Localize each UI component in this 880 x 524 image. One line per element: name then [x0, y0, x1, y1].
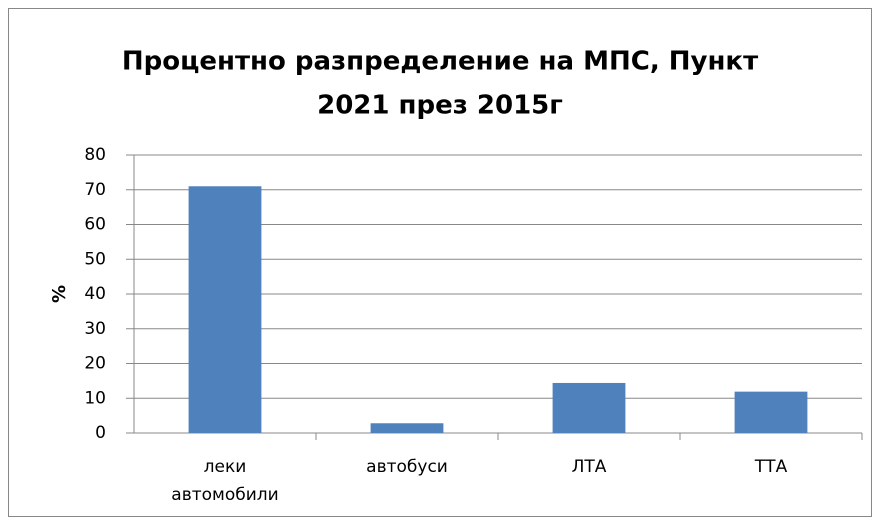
x-tick-label: ТТА	[754, 457, 788, 477]
x-tick-label: автобуси	[366, 457, 448, 477]
bar	[370, 423, 444, 433]
y-axis-label: %	[49, 285, 70, 303]
y-tick-label: 70	[84, 180, 106, 200]
chart-title: Процентно разпределение на МПС, Пункт	[122, 47, 758, 77]
chart-title: 2021 през 2015г	[317, 91, 563, 121]
y-tick-label: 80	[84, 145, 106, 165]
y-tick-label: 20	[84, 354, 106, 374]
bar	[188, 186, 262, 433]
chart-frame	[8, 8, 872, 517]
y-tick-label: 10	[84, 388, 106, 408]
y-tick-label: 30	[84, 319, 106, 339]
x-tick-label: леки автомобили	[171, 457, 279, 505]
x-tick-label: ЛТА	[571, 457, 607, 477]
bar	[552, 382, 626, 433]
bar	[734, 391, 808, 433]
y-tick-label: 0	[95, 423, 106, 443]
y-tick-label: 60	[84, 215, 106, 235]
y-tick-label: 50	[84, 249, 106, 269]
y-tick-label: 40	[84, 284, 106, 304]
